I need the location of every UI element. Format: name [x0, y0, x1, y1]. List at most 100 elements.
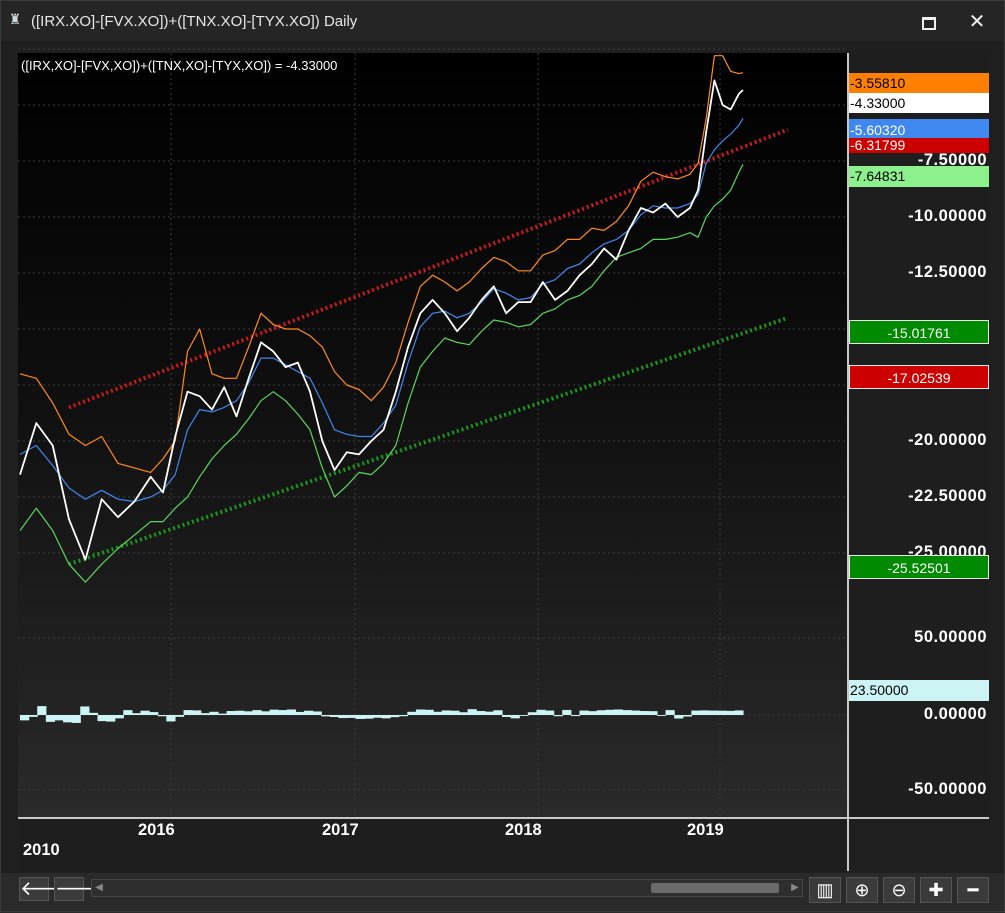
volume-bar-9	[97, 715, 107, 722]
volume-bar-27	[252, 710, 262, 715]
value-tag: -15.01761	[849, 320, 989, 344]
close-icon: ✕	[968, 11, 986, 33]
volume-bar-20	[192, 710, 202, 715]
volume-bar-79	[699, 710, 710, 715]
volume-bar-83	[734, 710, 744, 715]
value-tag: -17.02539	[849, 365, 989, 389]
fit-columns-button[interactable]: ▥	[809, 877, 841, 903]
volume-bar-68	[605, 709, 615, 715]
value-tag: -25.52501	[849, 555, 989, 579]
volume-bar-4	[54, 715, 64, 721]
volume-bar-71	[631, 710, 641, 715]
close-button[interactable]: ✕	[957, 7, 997, 37]
volume-bar-57	[510, 715, 520, 719]
price-tick-label: -10.00000	[908, 207, 987, 225]
remove-button[interactable]: ━	[957, 877, 989, 903]
volume-bar-39	[355, 715, 365, 719]
volume-bar-59	[527, 712, 538, 715]
minus-icon: ━	[967, 880, 979, 900]
x-tick-label: 2017	[322, 821, 359, 839]
volume-bar-24	[226, 711, 236, 715]
volume-bar-15	[149, 712, 159, 715]
zoom-out-icon: ⊖	[891, 880, 907, 900]
scrollbar-thumb[interactable]	[651, 883, 779, 893]
fit-columns-icon: ▥	[816, 880, 834, 900]
volume-bar-40	[364, 715, 374, 719]
volume-bar-66	[588, 711, 598, 715]
price-tick-label: -22.50000	[908, 487, 987, 505]
volume-bar-52	[467, 709, 477, 715]
volume-bar-65	[579, 710, 589, 715]
window-title: ([IRX.XO]-[FVX.XO])+([TNX.XO]-[TYX.XO]) …	[31, 13, 358, 30]
volume-bar-11	[114, 715, 124, 719]
scroll-forward-button[interactable]: 🡒	[54, 877, 109, 901]
volume-bar-19	[183, 710, 193, 715]
volume-bar-7	[80, 706, 90, 715]
volume-bar-35	[321, 715, 331, 717]
volume-bar-21	[200, 713, 210, 715]
volume-tick-label: 0.00000	[923, 705, 987, 723]
plot-area[interactable]	[18, 53, 848, 818]
volume-bar-80	[708, 710, 718, 715]
volume-bar-61	[545, 710, 555, 715]
maximize-icon	[922, 16, 936, 30]
volume-tick-label: -50.00000	[908, 780, 987, 798]
volume-bar-76	[674, 715, 684, 719]
time-axis-divider	[18, 817, 989, 819]
maximize-button[interactable]	[909, 7, 949, 37]
volume-bar-75	[665, 710, 675, 715]
volume-bar-1	[28, 715, 38, 717]
zoom-out-button[interactable]: ⊖	[883, 877, 915, 903]
formula-readout: ([IRX,XO]-[FVX,XO])+([TNX,XO]-[TYX,XO]) …	[21, 58, 338, 73]
volume-bar-14	[140, 710, 150, 715]
volume-bar-49	[441, 710, 451, 715]
volume-bar-28	[261, 711, 271, 715]
volume-bar-46	[415, 709, 426, 715]
price-tick-label: -20.00000	[908, 431, 987, 449]
volume-bar-13	[131, 713, 142, 715]
volume-bar-44	[398, 715, 408, 717]
chevron-right-icon[interactable]: ▶	[791, 882, 799, 893]
x-tick-label: 2018	[505, 821, 542, 839]
volume-bar-30	[278, 710, 288, 715]
chevron-left-icon[interactable]: ◀	[95, 882, 103, 893]
volume-bar-23	[217, 713, 228, 715]
price-tick-label: -7.50000	[917, 151, 987, 169]
scroll-back-button[interactable]: 🡐	[19, 877, 74, 901]
volume-bar-64	[570, 715, 581, 717]
volume-bar-43	[390, 715, 400, 718]
volume-bar-42	[381, 715, 391, 719]
volume-bar-74	[656, 715, 667, 716]
volume-bar-82	[725, 710, 735, 715]
volume-bar-45	[407, 711, 417, 715]
x-tick-label: 2019	[687, 821, 724, 839]
volume-bar-2	[37, 706, 47, 715]
volume-bar-55	[493, 710, 503, 715]
trend-line-1	[68, 315, 789, 567]
volume-bar-36	[329, 715, 340, 717]
value-tag: -4.33000	[849, 93, 989, 113]
horizontal-scrollbar[interactable]	[91, 879, 803, 897]
trend-line-0	[68, 127, 789, 410]
volume-bar-12	[123, 710, 133, 715]
axis-divider	[847, 53, 849, 871]
volume-bar-3	[45, 715, 56, 722]
volume-bar-16	[157, 715, 167, 717]
series-price	[19, 79, 744, 561]
volume-tick-label: 50.00000	[914, 628, 987, 646]
series-middle-band	[19, 118, 744, 503]
x-tick-label: 2016	[138, 821, 175, 839]
volume-bar-33	[304, 710, 314, 715]
title-bar: ♜ ([IRX.XO]-[FVX.XO])+([TNX.XO]-[TYX.XO]…	[1, 1, 1004, 41]
volume-bar-47	[424, 709, 434, 715]
app-logo-icon[interactable]: ♜	[8, 11, 22, 27]
volume-bar-81	[717, 710, 727, 715]
volume-bar-51	[458, 712, 469, 715]
add-button[interactable]: ✚	[920, 877, 952, 903]
volume-bar-10	[106, 715, 116, 722]
volume-bar-17	[166, 715, 176, 722]
value-tag: 23.50000	[849, 680, 989, 701]
volume-bar-25	[235, 710, 245, 715]
time-axis-panel[interactable]	[18, 818, 848, 871]
zoom-in-button[interactable]: ⊕	[846, 877, 878, 903]
